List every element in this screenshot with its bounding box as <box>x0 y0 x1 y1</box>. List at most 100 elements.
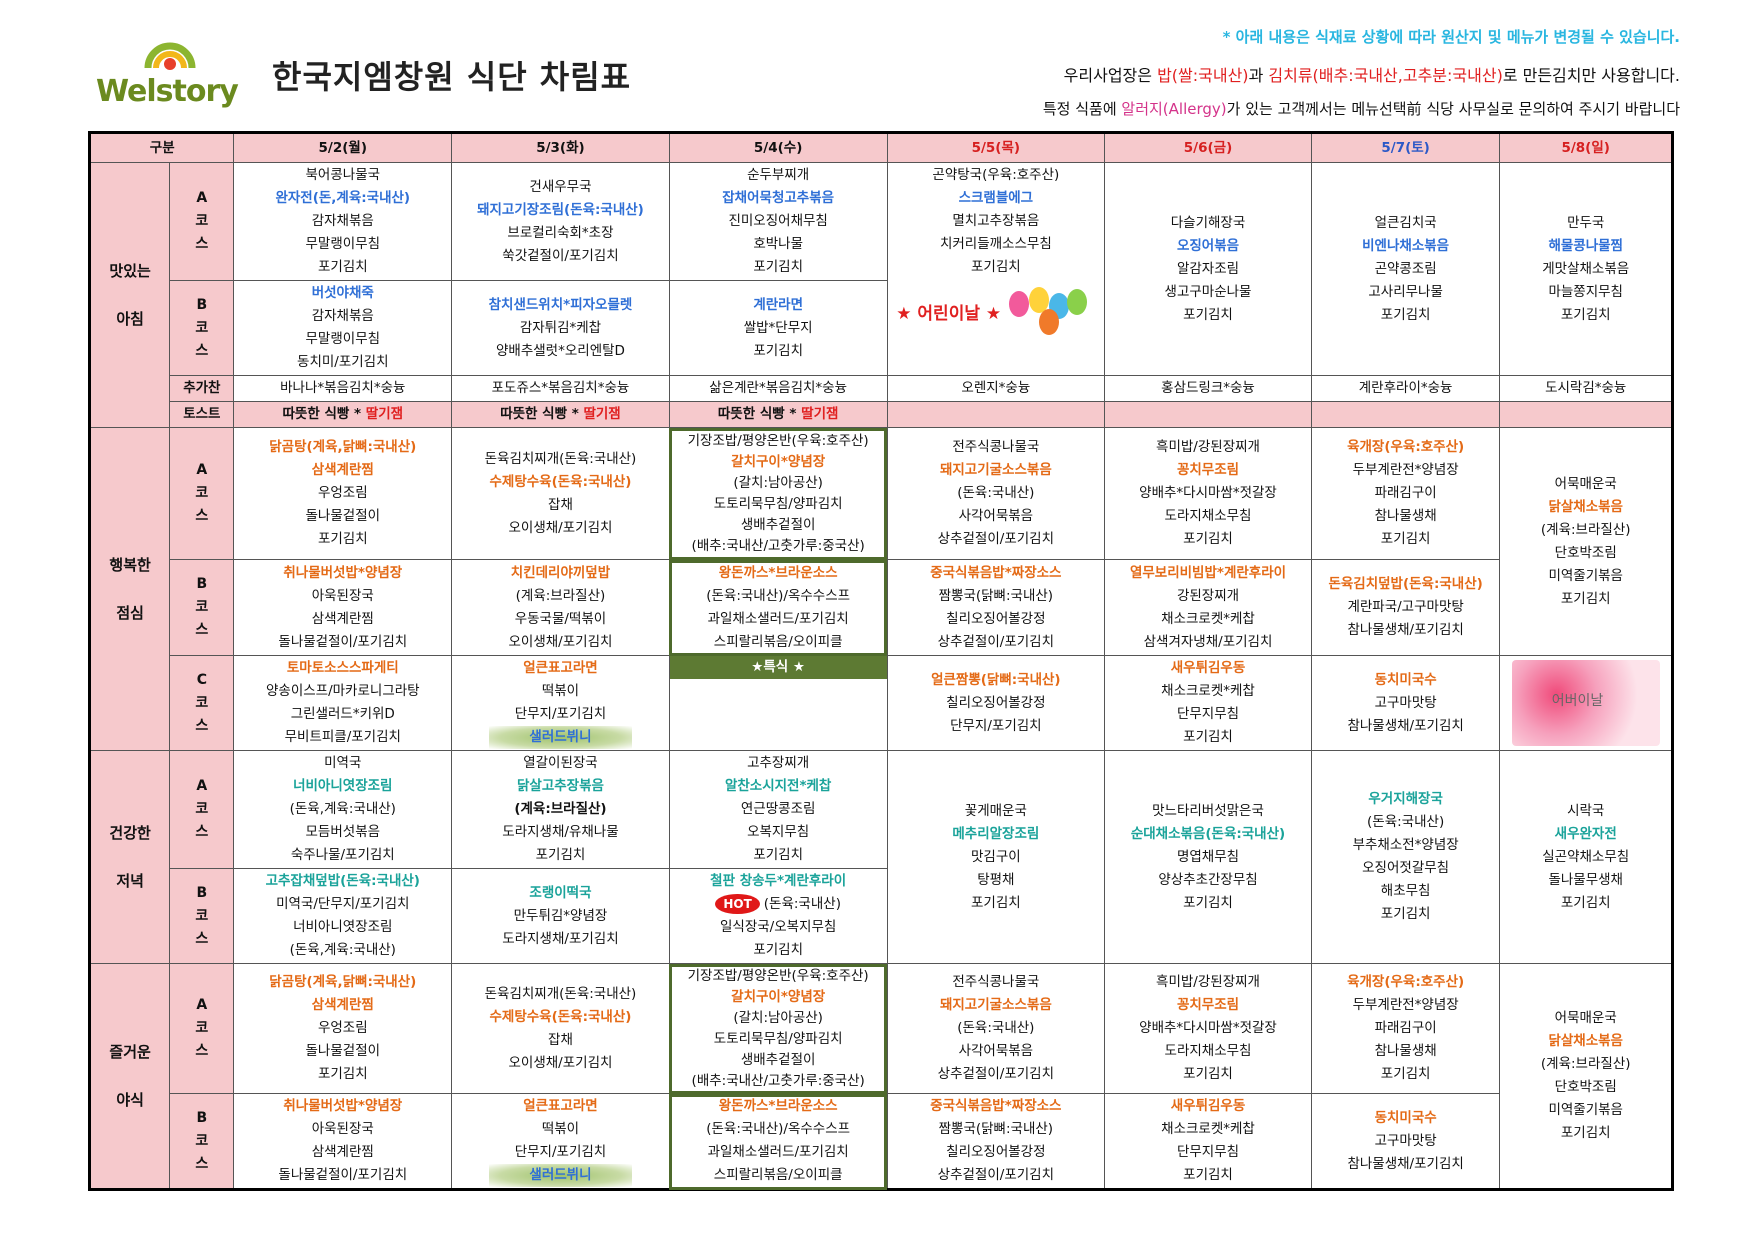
menu-item: 밥(쌀:국내산) <box>1157 66 1249 85</box>
menu-item: 포기김치 <box>1380 906 1431 922</box>
meal-label-night: 즐거운 야식 <box>88 963 171 1190</box>
menu-item: 전주식콩나물국 <box>952 974 1040 990</box>
menu-item: 육개장(우육:호주산) <box>1347 974 1465 990</box>
menu-item: 탕평채 <box>977 871 1015 888</box>
menu-item: 무말랭이무침 <box>305 331 381 347</box>
extra-cell: 계란후라이*숭늉 <box>1310 375 1501 402</box>
menu-item: 포기김치 <box>1183 531 1233 547</box>
menu-item: 참나물생채 <box>1374 1043 1437 1059</box>
menu-item: 단호박조림 <box>1554 1079 1617 1095</box>
meal-label-breakfast: 맛있는 아침 <box>88 162 171 428</box>
course-label: B 코 스 <box>169 868 235 964</box>
menu-item: 갈치구이*양념장 <box>731 453 826 470</box>
breakfast-extra-row: 추가찬 바나나*볶음김치*숭늉 포도쥬스*볶음김치*숭늉 삶은계란*볶음김치*숭… <box>90 375 1673 402</box>
menu-item: 상추겉절이/포기김치 <box>937 531 1055 547</box>
menu-item: 도토리묵무침/양파김치 <box>713 495 843 512</box>
menu-item: 특정 식품에 <box>1042 100 1122 118</box>
menu-item: 맛김구이 <box>971 848 1021 865</box>
menu-item: 미역국 <box>324 755 362 771</box>
menu-item: 포기김치 <box>1560 306 1611 323</box>
menu-cell: 얼큰짬뽕(닭뼈:국내산) 칠리오징어볼강정 단무지/포기김치 <box>886 655 1106 751</box>
menu-item: 무말랭이무침 <box>305 236 381 252</box>
menu-item: 감자채볶음 <box>311 308 374 324</box>
menu-cell: 동치미국수 고구마맛탕 참나물생채/포기김치 <box>1310 1093 1501 1190</box>
menu-cell: 버섯야채죽 감자채볶음 무말랭이무침 동치미/포기김치 <box>233 280 453 376</box>
logo-emblem-icon <box>144 42 196 70</box>
menu-item: 오이생채/포기김치 <box>508 1054 613 1071</box>
menu-cell: 고추장찌개 알찬소시지전*케찹 연근땅콩조림 오복지무침 포기김치 <box>668 750 888 869</box>
menu-item: 채소크로켓*케찹 <box>1161 683 1255 699</box>
menu-item: 흑미밥/강된장찌개 <box>1156 439 1260 455</box>
menu-item: 브로컬리숙회*초장 <box>507 224 614 241</box>
menu-item: 김치류(배추:국내산,고추분:국내산) <box>1268 66 1503 85</box>
toast-label: 토스트 <box>169 401 235 428</box>
menu-cell: 육개장(우육:호주산) 두부계란전*양념장 파래김구이 참나물생채 포기김치 <box>1310 963 1501 1094</box>
menu-cell: 우거지해장국 (돈육:국내산) 부추채소전*양념장 오징어젓갈무침 해초무침 포기김치 <box>1310 750 1501 964</box>
menu-item: 참나물생채/포기김치 <box>1347 717 1464 734</box>
menu-item: 멸치고추장볶음 <box>952 213 1040 229</box>
day-header: 5/5(목) <box>886 132 1106 163</box>
menu-item: 우엉조림 <box>317 485 368 501</box>
menu-item: 돌나물겉절이 <box>305 1043 381 1059</box>
menu-item: 돼지고기장조림(돈육:국내산) <box>477 201 644 218</box>
menu-cell-special: 왕돈까스*브라운소스 (돈육:국내산)/옥수수스프 과일채소샐러드/포기김치 스피랄리… <box>668 1093 888 1190</box>
menu-item: 도라지생채/포기김치 <box>502 930 619 947</box>
menu-item: 수제탕수육(돈육:국내산) <box>489 473 632 490</box>
notice-change: * 아래 내용은 식재료 상황에 따라 원산지 및 메뉴가 변경될 수 있습니다… <box>1222 28 1680 46</box>
menu-item: 잡채 <box>548 496 573 513</box>
lunch-b-row: B 코 스 취나물버섯밥*양념장 아욱된장국 삼색계란찜 돌나물겉절이/포기김치 치킨… <box>90 559 1673 656</box>
menu-item: (배추:국내산/고춧가루:중국산) <box>691 1072 865 1089</box>
menu-item: 얼큰짬뽕(닭뼈:국내산) <box>931 671 1061 688</box>
menu-item: 흑미밥/강된장찌개 <box>1156 974 1260 990</box>
menu-item: 일식장국/오복지무침 <box>719 919 837 935</box>
menu-item: 시락국 <box>1567 802 1605 819</box>
menu-item: 감자채볶음 <box>311 213 374 229</box>
extra-cell: 도시락김*숭늉 <box>1499 375 1673 402</box>
menu-item: 토마토소스스파게티 <box>286 660 399 676</box>
menu-item: 해초무침 <box>1380 883 1431 899</box>
menu-item: 스피랄리볶음/오이피클 <box>713 1167 843 1183</box>
menu-item: 미역줄기볶음 <box>1548 567 1623 584</box>
menu-item: 칠리오징어볼강정 <box>946 610 1046 627</box>
course-label: B 코 스 <box>169 280 235 376</box>
menu-cell: 얼큰표고라면 떡볶이 단무지/포기김치 샐러드뷔니 <box>451 1093 670 1190</box>
menu-item: 돈육김치찌개(돈육:국내산) <box>484 450 637 467</box>
breakfast-toast-row: 토스트 따뜻한 식빵 * 딸기잼 따뜻한 식빵 * 딸기잼 따뜻한 식빵 * 딸… <box>90 401 1673 428</box>
breakfast-a-row: 맛있는 아침 A 코 스 북어콩나물국 완자전(돈,계육:국내산) 감자채볶음 무말랭… <box>88 162 1673 428</box>
menu-cell: 흑미밥/강된장찌개 꽁치무조림 양배추*다시마쌈*젓갈장 도라지채소무침 포기김치 <box>1104 963 1312 1094</box>
menu-item: 너비아니엿장조림 <box>293 778 393 794</box>
menu-item: 쌀밥*단무지 <box>743 319 813 336</box>
menu-item: 쑥갓겉절이/포기김치 <box>502 247 619 264</box>
menu-item: 포기김치 <box>1380 1066 1431 1082</box>
menu-item: 연근땅콩조림 <box>740 801 816 817</box>
menu-item: 상추겉절이/포기김치 <box>937 1066 1055 1082</box>
menu-item: 닭살채소볶음 <box>1548 1033 1623 1049</box>
meal-label-dinner: 건강한 저녁 <box>88 750 171 964</box>
menu-item: 우동국물/떡볶이 <box>514 610 607 627</box>
menu-item: 곤약탕국(우육:호주산) <box>932 167 1060 183</box>
toast-cell <box>1310 401 1501 428</box>
menu-cell: 전주식콩나물국 돼지고기굴소스볶음 (돈육:국내산) 사각어묵볶음 상추겉절이/포기김치 <box>886 963 1106 1094</box>
menu-item: 중국식볶음밥*짜장소스 <box>930 1098 1062 1114</box>
menu-cell-special: 기장조밥/평양온반(우육:호주산) 갈치구이*양념장 (갈치:남아공산) 도토리묵무침… <box>668 427 888 560</box>
menu-item: 오징어볶음 <box>1176 237 1240 254</box>
menu-item: (계육:브라질산) <box>1540 521 1631 538</box>
extra-label: 추가찬 <box>169 375 235 402</box>
night-b-row: B 코 스 취나물버섯밥*양념장 아욱된장국 삼색계란찜 돌나물겉절이/포기김치 얼큰… <box>90 1093 1673 1190</box>
menu-cell: 다슬기해장국 오징어볶음 알감자조림 생고구마순나물 포기김치 <box>1104 162 1312 376</box>
menu-cell: 닭곰탕(계육,닭뼈:국내산) 삼색계란찜 우엉조림 돌나물겉절이 포기김치 <box>233 427 453 560</box>
menu-item: 포기김치 <box>1380 531 1431 547</box>
menu-item: 채소크로켓*케찹 <box>1161 1121 1255 1137</box>
menu-item: 도라지채소무침 <box>1164 1043 1252 1059</box>
menu-item: 두부계란전*양념장 <box>1352 997 1459 1013</box>
menu-item: 우거지해장국 <box>1368 791 1443 807</box>
menu-item: 모듬버섯볶음 <box>305 824 381 840</box>
menu-cell: 흑미밥/강된장찌개 꽁치무조림 양배추*다시마쌈*젓갈장 도라지채소무침 포기김치 <box>1104 427 1312 560</box>
course-label: A 코 스 <box>169 162 235 281</box>
hot-badge: HOT <box>715 894 760 914</box>
menu-item: 메추리알장조림 <box>952 825 1040 842</box>
menu-item: 닭곰탕(계육,닭뼈:국내산) <box>269 974 417 990</box>
menu-cell: 돈육김치찌개(돈육:국내산) 수제탕수육(돈육:국내산) 잡채 오이생채/포기김치 <box>451 427 670 560</box>
toast-cell: 따뜻한 식빵 * 딸기잼 <box>233 401 453 428</box>
menu-item: 호박나물 <box>753 236 803 252</box>
